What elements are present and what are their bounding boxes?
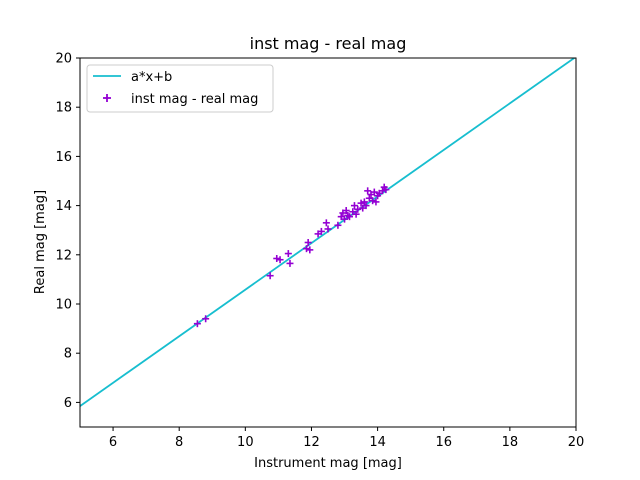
legend-entry-fit-line: a*x+b — [131, 70, 172, 85]
scatter-point — [334, 221, 342, 229]
scatter-point — [364, 187, 372, 195]
scatter-point — [202, 315, 210, 323]
x-tick-label: 12 — [303, 435, 320, 450]
scatter-point — [345, 213, 353, 221]
scatter-point — [317, 227, 325, 235]
scatter-point — [324, 225, 332, 233]
scatter-point — [360, 198, 368, 206]
x-tick-label: 10 — [237, 435, 254, 450]
y-tick-label: 18 — [55, 101, 72, 116]
scatter-point — [352, 210, 360, 218]
x-tick-label: 14 — [369, 435, 386, 450]
x-tick-label: 6 — [109, 435, 117, 450]
y-axis-label: Real mag [mag] — [33, 190, 48, 294]
x-tick-label: 18 — [502, 435, 519, 450]
scatter-point — [362, 202, 370, 210]
plot-area — [80, 58, 576, 407]
y-tick-label: 8 — [64, 347, 72, 362]
scatter-point — [342, 207, 350, 215]
y-tick-label: 16 — [55, 150, 72, 165]
legend: a*x+b inst mag - real mag — [86, 64, 274, 113]
x-tick-label: 16 — [435, 435, 452, 450]
plot-marks — [80, 58, 576, 407]
y-tick-label: 12 — [55, 248, 72, 263]
scatter-point — [369, 197, 377, 205]
scatter-point — [286, 259, 294, 267]
scatter-point — [341, 215, 349, 223]
scatter-point — [306, 246, 314, 254]
scatter-point — [379, 187, 387, 195]
scatter-point — [304, 239, 312, 246]
scatter-point — [276, 256, 284, 264]
scatter-point — [357, 199, 365, 207]
y-tick-label: 10 — [55, 298, 72, 313]
x-axis-label: Instrument mag [mag] — [254, 456, 402, 471]
axis-ticks: 6 8 10 12 14 16 18 20 6 8 10 12 14 16 18 20 — [55, 52, 584, 451]
scatter-point — [303, 245, 311, 253]
scatter-point — [354, 205, 362, 213]
scatter-point — [266, 272, 274, 280]
scatter-point — [370, 188, 378, 196]
plot-frame — [79, 57, 577, 428]
scatter-point — [372, 198, 380, 206]
legend-box — [86, 64, 274, 113]
scatter-point — [193, 320, 201, 328]
y-tick-label: 14 — [55, 199, 72, 214]
x-tick-label: 8 — [175, 435, 183, 450]
legend-scatter-swatch — [103, 94, 111, 102]
scatter-point — [273, 254, 281, 262]
scatter-point — [350, 202, 358, 210]
chart-title: inst mag - real mag — [250, 34, 407, 53]
scatter-point — [382, 186, 390, 194]
x-tick-label: 20 — [568, 435, 585, 450]
y-tick-label: 20 — [55, 52, 72, 67]
legend-entry-scatter: inst mag - real mag — [131, 92, 258, 107]
scatter-point — [322, 219, 330, 227]
scatter-point — [284, 250, 292, 258]
y-tick-label: 6 — [64, 396, 72, 411]
